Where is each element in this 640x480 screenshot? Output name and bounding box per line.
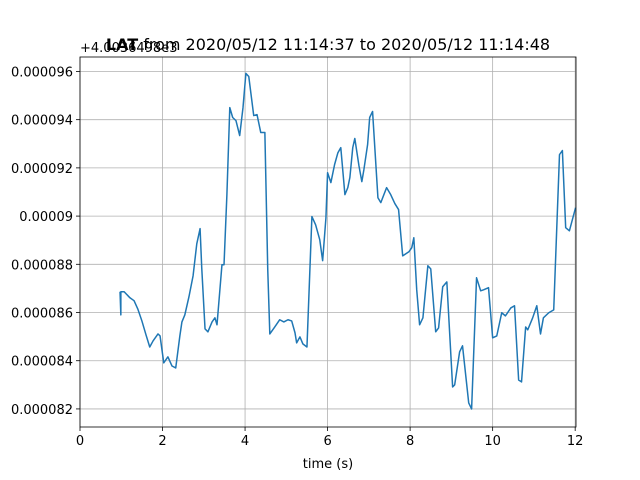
chart-title: LAT from 2020/05/12 11:14:37 to 2020/05/… — [106, 35, 550, 54]
y-tick-label: 0.000082 — [11, 403, 73, 418]
y-tick-label: 0.000086 — [11, 307, 73, 322]
x-tick-label: 12 — [567, 434, 584, 449]
x-tick-label: 2 — [158, 434, 166, 449]
title-variable: LAT — [106, 35, 138, 54]
x-axis-label: time (s) — [303, 457, 353, 472]
y-tick-label: 0.00009 — [19, 210, 73, 225]
y-tick-label: 0.000084 — [11, 355, 73, 370]
data-line — [119, 72, 576, 410]
y-tick-label: 0.000096 — [11, 65, 73, 80]
x-tick-label: 4 — [241, 434, 249, 449]
y-tick-label: 0.000088 — [11, 258, 73, 273]
x-tick-label: 6 — [323, 434, 331, 449]
title-text: from 2020/05/12 11:14:37 to 2020/05/12 1… — [143, 35, 550, 54]
offset-text: +4.0036498e3 — [80, 41, 177, 56]
y-tick-label: 0.000092 — [11, 162, 73, 177]
x-tick-label: 8 — [406, 434, 414, 449]
y-tick-label: 0.000094 — [11, 114, 73, 129]
plot-frame — [79, 56, 577, 428]
x-tick-label: 0 — [76, 434, 84, 449]
x-tick-label: 10 — [484, 434, 501, 449]
